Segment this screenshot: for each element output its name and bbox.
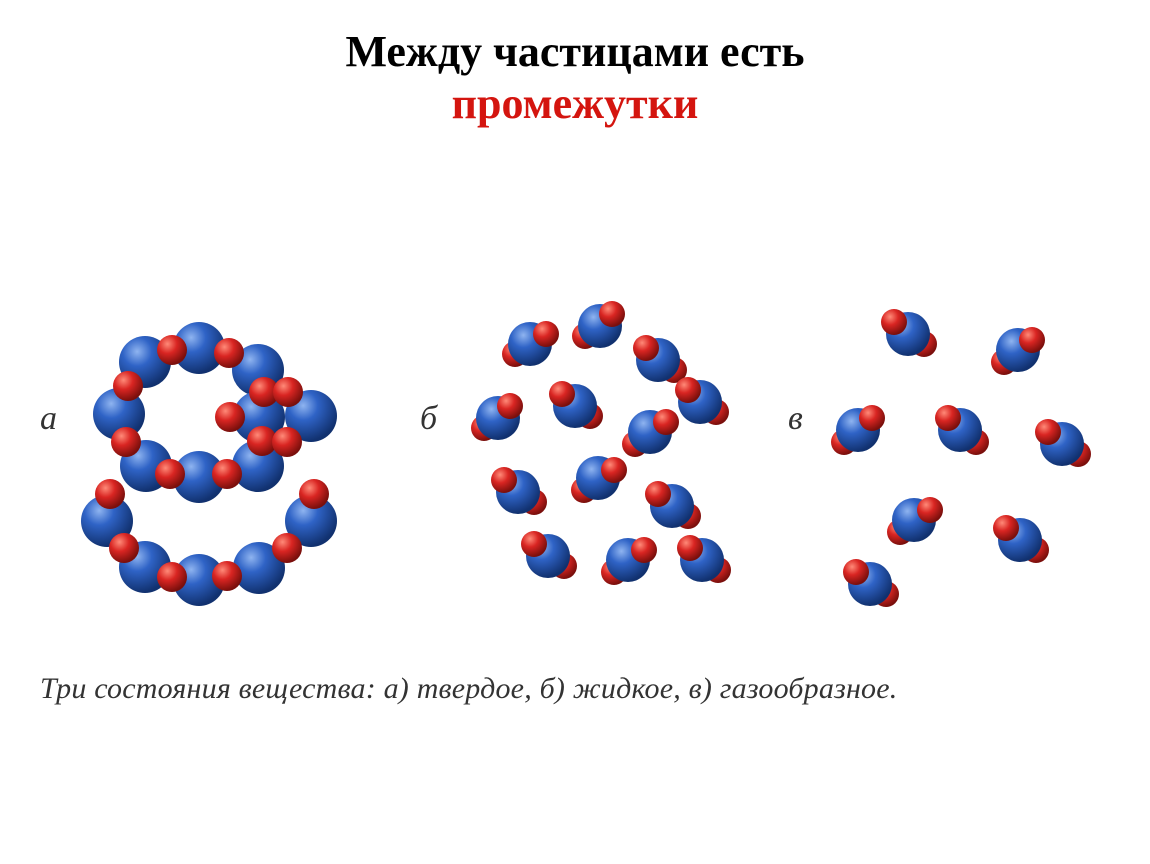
atom-small — [645, 481, 671, 507]
atom-small — [917, 497, 943, 523]
atom-small — [273, 377, 303, 407]
atom-small — [95, 479, 125, 509]
atom-small — [1035, 419, 1061, 445]
atom-small — [521, 531, 547, 557]
solid-state-cluster — [81, 322, 337, 606]
molecule — [502, 321, 559, 367]
molecule — [645, 481, 701, 529]
atom-small — [533, 321, 559, 347]
atom-small — [155, 459, 185, 489]
molecule — [491, 467, 547, 515]
atom-small — [272, 427, 302, 457]
molecule — [633, 335, 687, 383]
atom-small — [299, 479, 329, 509]
molecule — [935, 405, 989, 455]
atom-small — [272, 533, 302, 563]
molecule — [1035, 419, 1091, 467]
molecule — [622, 409, 679, 457]
molecules-diagram — [0, 0, 1150, 864]
atom-small — [599, 301, 625, 327]
molecule — [521, 531, 577, 579]
gas-state-cluster — [831, 309, 1091, 607]
atom-small — [214, 338, 244, 368]
molecule — [887, 497, 943, 545]
atom-small — [215, 402, 245, 432]
molecule — [677, 535, 731, 583]
molecule — [571, 456, 627, 503]
atom-small — [157, 562, 187, 592]
atom-small — [881, 309, 907, 335]
atom-small — [843, 559, 869, 585]
atom-small — [497, 393, 523, 419]
atom-small — [631, 537, 657, 563]
molecule — [675, 377, 729, 425]
atom-small — [677, 535, 703, 561]
molecule — [843, 559, 899, 607]
molecule — [601, 537, 657, 585]
atom-small — [633, 335, 659, 361]
atom-small — [859, 405, 885, 431]
atom-small — [111, 427, 141, 457]
atom-small — [212, 459, 242, 489]
atom-small — [675, 377, 701, 403]
atom-small — [653, 409, 679, 435]
atom-small — [212, 561, 242, 591]
atom-small — [601, 457, 627, 483]
molecule — [831, 405, 885, 455]
atom-small — [993, 515, 1019, 541]
atom-small — [1019, 327, 1045, 353]
atom-small — [109, 533, 139, 563]
slide: Между частицами есть промежутки а б в Тр… — [0, 0, 1150, 864]
molecule — [471, 393, 523, 441]
caption: Три состояния вещества: а) твердое, б) ж… — [40, 672, 1110, 706]
molecule — [549, 381, 603, 429]
molecule — [881, 309, 937, 357]
atom-small — [113, 371, 143, 401]
atom-small — [157, 335, 187, 365]
liquid-state-cluster — [471, 301, 731, 585]
molecule — [993, 515, 1049, 563]
atom-small — [935, 405, 961, 431]
atom-small — [549, 381, 575, 407]
molecule — [991, 327, 1045, 375]
atom-small — [491, 467, 517, 493]
molecule — [572, 301, 625, 349]
